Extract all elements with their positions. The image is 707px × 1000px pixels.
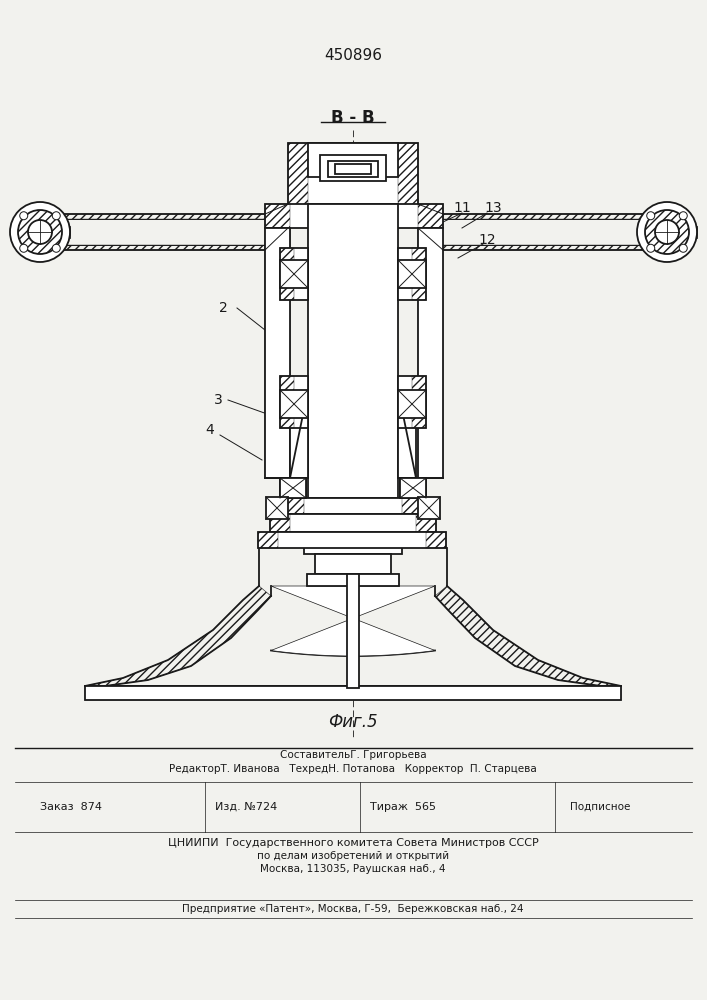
- Text: по делам изобретений и открытий: по делам изобретений и открытий: [257, 851, 449, 861]
- Circle shape: [10, 202, 70, 262]
- Bar: [85, 686, 621, 700]
- Bar: [398, 390, 426, 418]
- Bar: [398, 260, 426, 288]
- Bar: [10, 226, 70, 238]
- Text: 13: 13: [484, 201, 502, 215]
- Bar: [412, 376, 426, 428]
- Bar: [265, 204, 290, 228]
- Bar: [307, 574, 399, 586]
- Text: B - B: B - B: [331, 109, 375, 127]
- Circle shape: [647, 212, 655, 220]
- Text: Предприятие «Патент», Москва, Г-59,  Бережковская наб., 24: Предприятие «Патент», Москва, Г-59, Бере…: [182, 904, 524, 914]
- Bar: [426, 532, 446, 548]
- Bar: [280, 248, 308, 300]
- Text: 2: 2: [218, 301, 228, 315]
- Text: РедакторТ. Иванова   ТехредН. Потапова   Корректор  П. Старцева: РедакторТ. Иванова ТехредН. Потапова Кор…: [169, 764, 537, 774]
- Bar: [265, 228, 290, 478]
- Bar: [320, 155, 386, 181]
- Bar: [270, 514, 436, 532]
- Bar: [55, 214, 265, 219]
- Circle shape: [20, 244, 28, 252]
- Text: Изд. №724: Изд. №724: [215, 802, 277, 812]
- Bar: [315, 554, 391, 574]
- Circle shape: [52, 244, 60, 252]
- Bar: [308, 204, 398, 524]
- Text: 11: 11: [453, 201, 471, 215]
- Bar: [328, 161, 378, 177]
- Text: Заказ  874: Заказ 874: [40, 802, 102, 812]
- Bar: [418, 497, 440, 519]
- Bar: [307, 574, 399, 586]
- Bar: [418, 228, 443, 478]
- Text: 4: 4: [206, 423, 214, 437]
- Bar: [412, 248, 426, 300]
- Circle shape: [28, 220, 52, 244]
- Bar: [304, 498, 402, 554]
- Bar: [280, 390, 308, 418]
- Bar: [280, 248, 294, 300]
- Bar: [443, 245, 652, 250]
- Circle shape: [52, 212, 60, 220]
- Bar: [402, 498, 424, 514]
- Bar: [280, 478, 306, 498]
- Bar: [308, 143, 398, 177]
- Bar: [258, 532, 446, 548]
- Bar: [265, 204, 443, 228]
- Circle shape: [679, 244, 687, 252]
- Text: Тираж  565: Тираж 565: [370, 802, 436, 812]
- Text: ЦНИИПИ  Государственного комитета Совета Министров СССР: ЦНИИПИ Государственного комитета Совета …: [168, 838, 538, 848]
- Circle shape: [679, 212, 687, 220]
- Bar: [280, 478, 293, 498]
- Bar: [258, 532, 278, 548]
- Bar: [398, 376, 426, 428]
- Circle shape: [647, 244, 655, 252]
- Bar: [55, 245, 265, 250]
- Text: 12: 12: [478, 233, 496, 247]
- Bar: [280, 260, 308, 288]
- Polygon shape: [271, 586, 435, 656]
- Bar: [400, 478, 426, 498]
- Text: СоставительГ. Григорьева: СоставительГ. Григорьева: [280, 750, 426, 760]
- Bar: [418, 204, 443, 228]
- Bar: [335, 164, 371, 174]
- Bar: [416, 514, 436, 532]
- Circle shape: [20, 212, 28, 220]
- Polygon shape: [290, 390, 308, 478]
- Bar: [265, 228, 290, 478]
- Bar: [418, 228, 443, 478]
- Bar: [282, 498, 304, 514]
- Text: 3: 3: [214, 393, 223, 407]
- Bar: [265, 228, 290, 478]
- Text: Фиг.5: Фиг.5: [328, 713, 378, 731]
- Bar: [637, 226, 697, 238]
- Bar: [270, 514, 290, 532]
- Bar: [280, 376, 294, 428]
- Circle shape: [637, 202, 697, 262]
- Polygon shape: [398, 390, 416, 478]
- Bar: [288, 143, 308, 205]
- Bar: [413, 478, 426, 498]
- Bar: [400, 478, 426, 498]
- Bar: [85, 686, 621, 700]
- Bar: [282, 498, 424, 514]
- Circle shape: [655, 220, 679, 244]
- Text: Москва, 113035, Раушская наб., 4: Москва, 113035, Раушская наб., 4: [260, 864, 445, 874]
- Text: Подписное: Подписное: [570, 802, 631, 812]
- Bar: [443, 214, 652, 219]
- Bar: [398, 143, 418, 205]
- Bar: [280, 376, 308, 428]
- Bar: [398, 248, 426, 300]
- Text: 450896: 450896: [324, 47, 382, 62]
- Bar: [288, 143, 418, 205]
- Bar: [280, 478, 306, 498]
- Bar: [347, 574, 359, 688]
- Bar: [266, 497, 288, 519]
